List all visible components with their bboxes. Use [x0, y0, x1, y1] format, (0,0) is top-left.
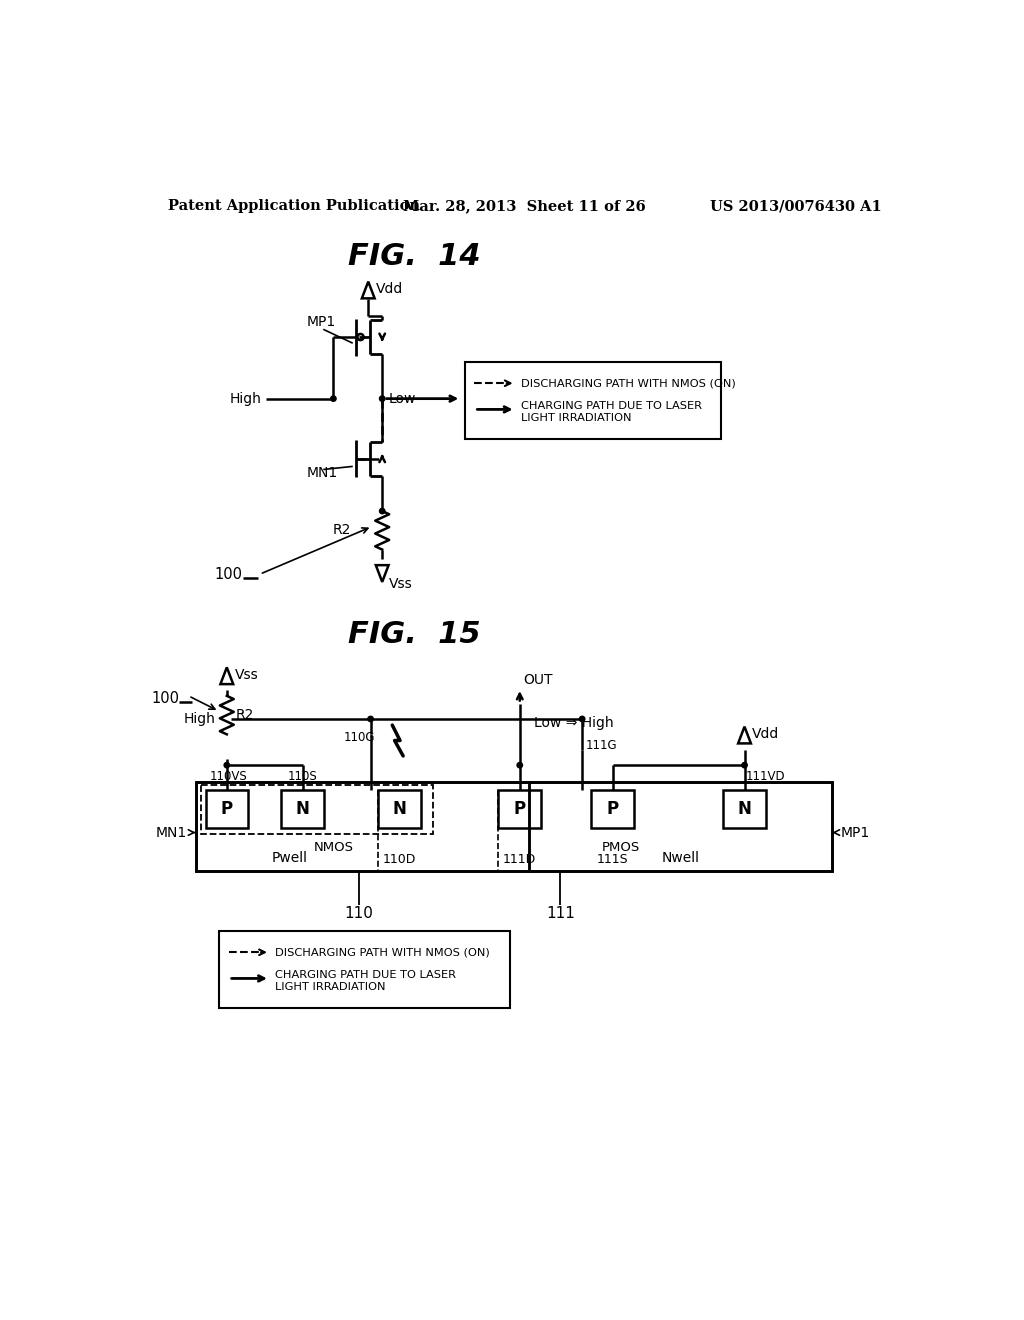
Text: MP1: MP1: [306, 314, 336, 329]
Text: 100: 100: [152, 690, 179, 706]
Text: CHARGING PATH DUE TO LASER: CHARGING PATH DUE TO LASER: [521, 400, 701, 411]
Circle shape: [380, 508, 385, 513]
Text: Patent Application Publication: Patent Application Publication: [168, 199, 420, 213]
Text: P: P: [606, 800, 618, 818]
Bar: [378, 789, 421, 829]
Text: 111: 111: [546, 906, 574, 920]
Circle shape: [741, 763, 748, 768]
Text: FIG.  15: FIG. 15: [348, 620, 481, 648]
Text: US 2013/0076430 A1: US 2013/0076430 A1: [710, 199, 882, 213]
Text: 111D: 111D: [503, 853, 537, 866]
Text: NMOS: NMOS: [313, 841, 353, 854]
Text: 110VS: 110VS: [210, 770, 247, 783]
Text: Vss: Vss: [234, 668, 258, 682]
Circle shape: [517, 763, 522, 768]
Text: 110S: 110S: [288, 770, 317, 783]
Text: N: N: [737, 800, 752, 818]
Text: 110: 110: [344, 906, 374, 920]
Bar: [201, 785, 433, 834]
Bar: [592, 789, 634, 829]
Text: Nwell: Nwell: [662, 851, 699, 866]
Text: LIGHT IRRADIATION: LIGHT IRRADIATION: [275, 982, 386, 991]
Text: Low ⇒ High: Low ⇒ High: [534, 715, 613, 730]
Text: CHARGING PATH DUE TO LASER: CHARGING PATH DUE TO LASER: [275, 970, 457, 979]
Text: 111S: 111S: [597, 853, 629, 866]
Circle shape: [224, 763, 229, 768]
Text: 110D: 110D: [383, 853, 417, 866]
Text: N: N: [392, 800, 407, 818]
Circle shape: [368, 717, 374, 722]
Text: PMOS: PMOS: [601, 841, 640, 854]
Text: N: N: [296, 800, 309, 818]
Text: Vss: Vss: [388, 577, 412, 591]
Bar: [723, 789, 766, 829]
Circle shape: [380, 396, 385, 401]
Text: LIGHT IRRADIATION: LIGHT IRRADIATION: [521, 413, 632, 422]
Text: 110G: 110G: [343, 731, 375, 744]
Bar: [282, 789, 324, 829]
Text: R2: R2: [333, 523, 351, 537]
Circle shape: [331, 396, 336, 401]
Text: P: P: [221, 800, 232, 818]
Bar: [197, 781, 831, 871]
Text: 111VD: 111VD: [746, 770, 785, 783]
Text: Low: Low: [388, 392, 416, 405]
Text: OUT: OUT: [523, 673, 553, 688]
Bar: [529, 781, 831, 871]
Text: MN1: MN1: [156, 825, 187, 840]
Text: DISCHARGING PATH WITH NMOS (ON): DISCHARGING PATH WITH NMOS (ON): [275, 948, 490, 957]
Text: P: P: [514, 800, 526, 818]
Text: 100: 100: [215, 566, 243, 582]
Text: High: High: [183, 711, 215, 726]
Circle shape: [580, 717, 585, 722]
Text: DISCHARGING PATH WITH NMOS (ON): DISCHARGING PATH WITH NMOS (ON): [521, 379, 735, 388]
Text: High: High: [229, 392, 261, 405]
Text: MN1: MN1: [306, 466, 338, 479]
Bar: [206, 789, 248, 829]
Bar: [197, 781, 529, 871]
Text: Vdd: Vdd: [376, 282, 403, 296]
Text: Vdd: Vdd: [753, 727, 779, 742]
Text: MP1: MP1: [841, 825, 870, 840]
Text: R2: R2: [237, 708, 255, 722]
Text: Mar. 28, 2013  Sheet 11 of 26: Mar. 28, 2013 Sheet 11 of 26: [403, 199, 646, 213]
Bar: [499, 789, 541, 829]
Text: FIG.  14: FIG. 14: [348, 243, 481, 272]
Text: Pwell: Pwell: [271, 851, 307, 866]
Text: 111G: 111G: [586, 739, 617, 752]
